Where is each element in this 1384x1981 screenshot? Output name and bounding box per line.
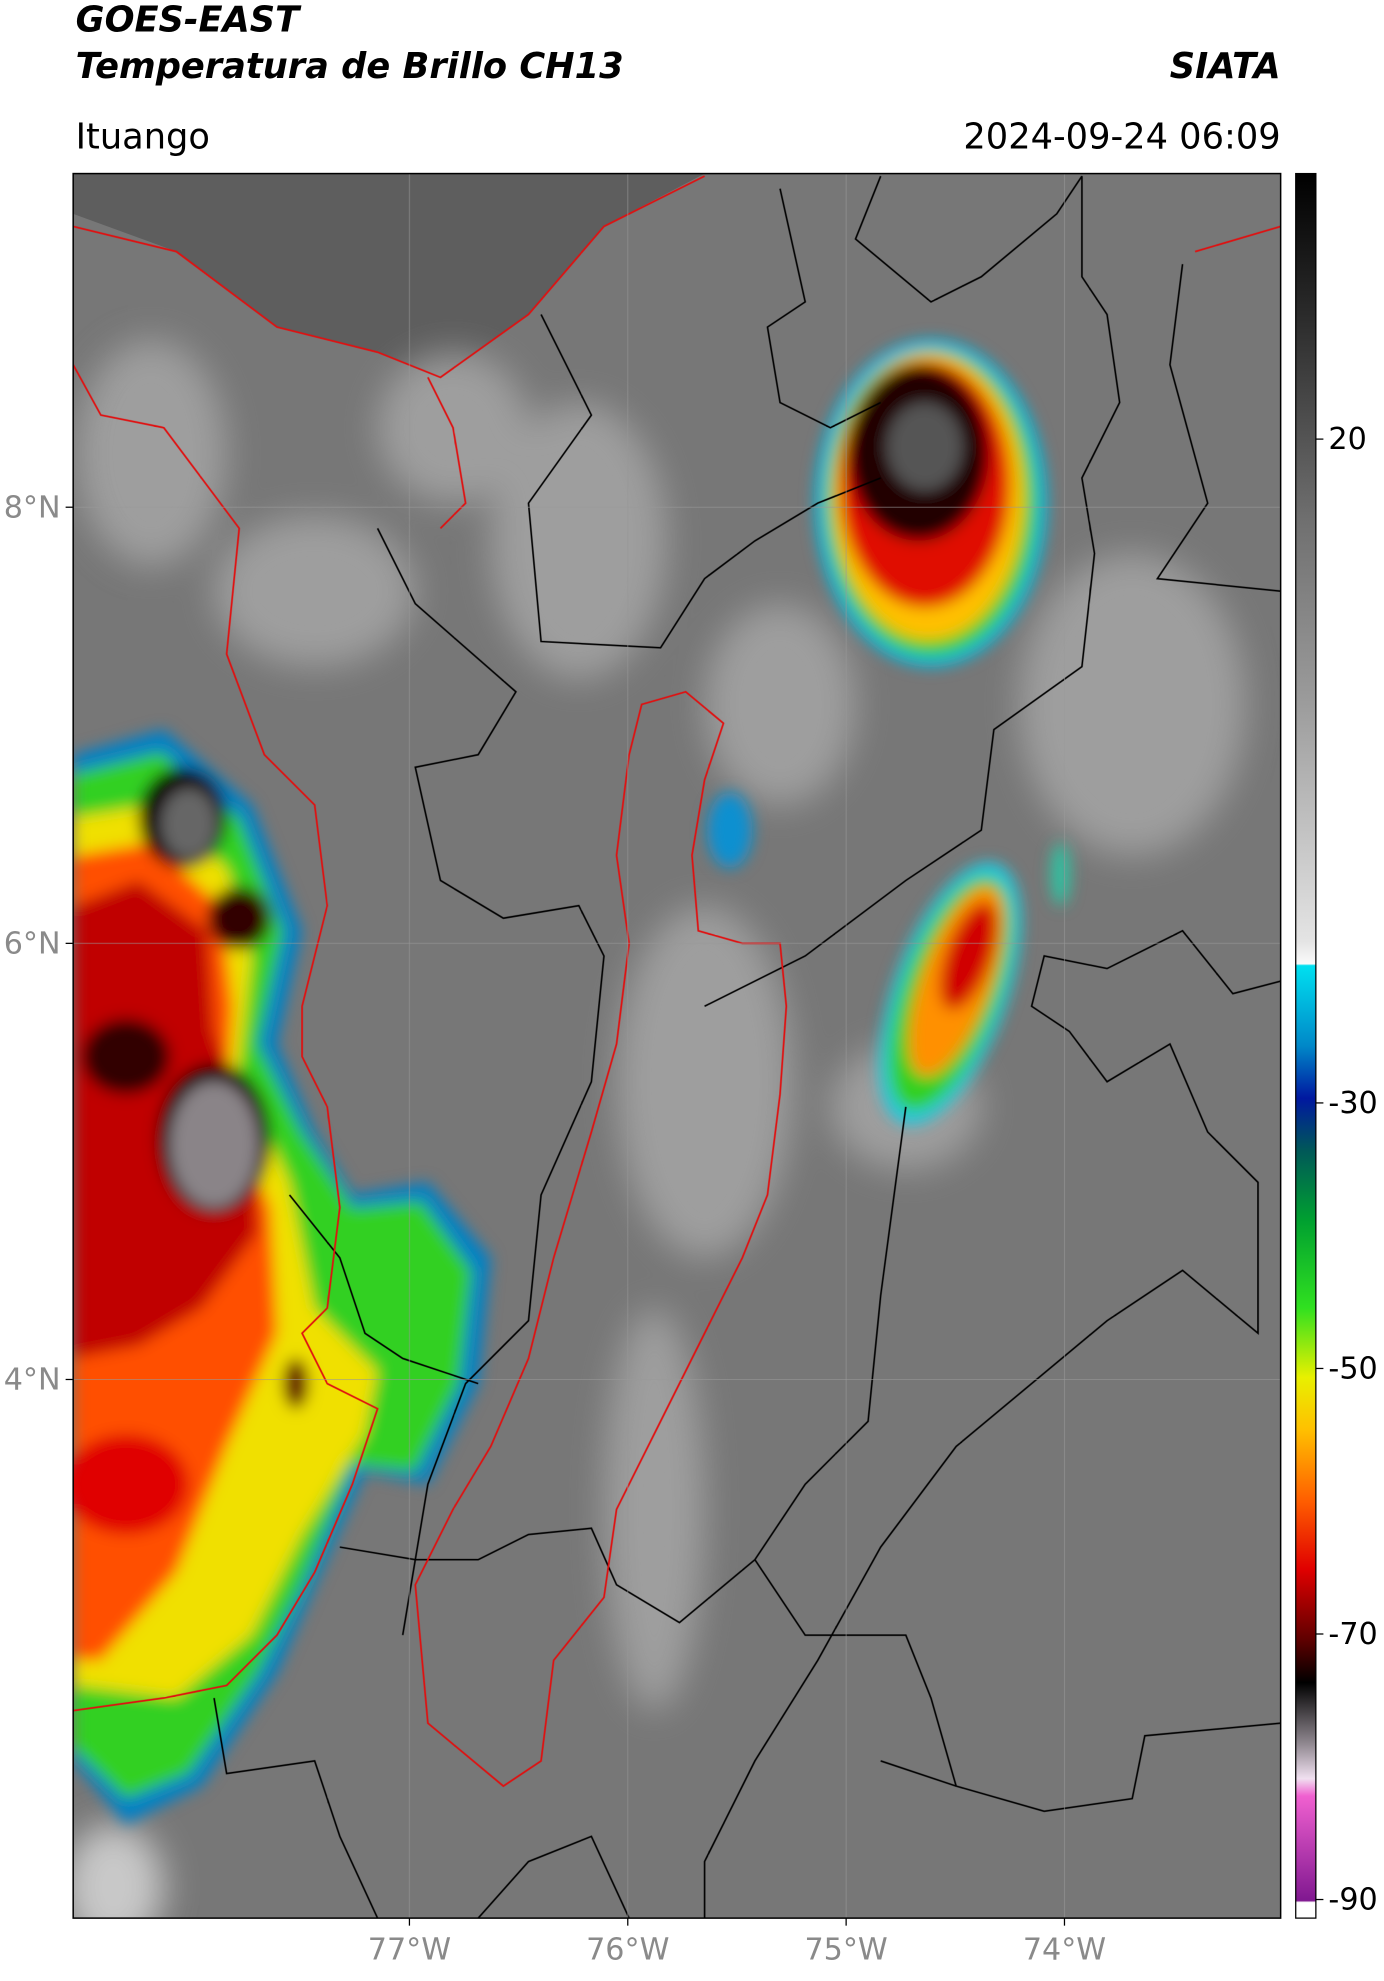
borders <box>73 175 1281 1919</box>
colorbar-tick-label: -70 <box>1328 1617 1377 1652</box>
lon-label: 74°W <box>1023 1933 1106 1968</box>
title: GOES-EAST <box>76 0 302 40</box>
colorbar-ticks: -90 -70 -50 -30 20 <box>1315 422 1378 1918</box>
map-frame <box>72 172 1282 1919</box>
location: Ituango <box>76 116 210 157</box>
lat-label: 6°N <box>4 926 61 961</box>
graticule: 77°W 76°W 75°W 74°W 4°N 6°N 8°N <box>4 173 1281 1968</box>
lon-label: 77°W <box>368 1933 451 1968</box>
subtitle: Temperatura de Brillo CH13 <box>76 46 624 87</box>
colorbar-tick-label: -30 <box>1328 1086 1377 1121</box>
lon-label: 75°W <box>804 1933 887 1968</box>
lon-label: 76°W <box>586 1933 669 1968</box>
colorbar-tick-label: 20 <box>1328 422 1366 457</box>
lat-label: 4°N <box>4 1363 61 1398</box>
lat-label: 8°N <box>4 490 61 525</box>
datetime: 2024-09-24 06:09 <box>963 116 1280 157</box>
colorbar <box>1295 172 1317 1919</box>
source: SIATA <box>1170 46 1281 87</box>
map-image <box>73 173 1281 1919</box>
colorbar-tick-label: -90 <box>1328 1883 1377 1918</box>
colorbar-tick-label: -50 <box>1328 1352 1377 1387</box>
